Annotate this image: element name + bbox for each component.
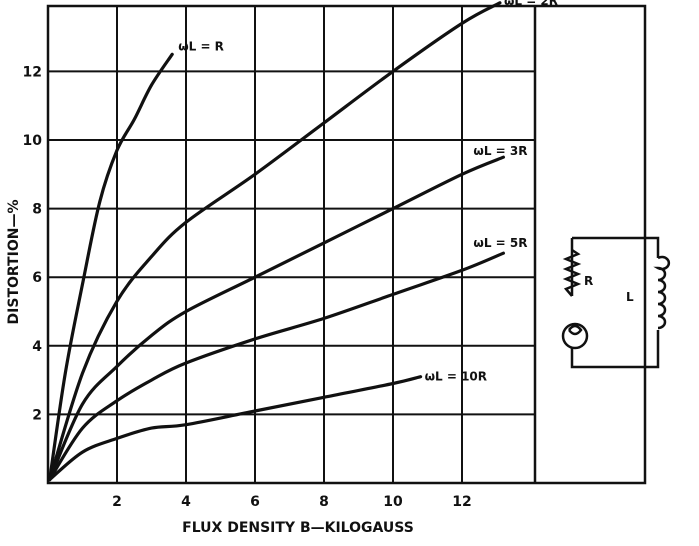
x-axis-label: FLUX DENSITY B—KILOGAUSS: [182, 520, 414, 536]
y-tick-label: 4: [32, 339, 42, 355]
x-tick-label: 8: [319, 494, 329, 510]
series-label: ωL = 2R: [504, 0, 558, 8]
series-group: ωL = R ωL = 2R ωL = 3R ωL = 5R ωL = 10R: [48, 0, 558, 482]
x-tick-label: 12: [452, 494, 471, 510]
x-tick-label: 6: [250, 494, 260, 510]
tick-labels: 2 4 6 8 10 12 2 4 6 8 10 12: [23, 64, 472, 510]
series-label: ωL = 10R: [425, 370, 487, 384]
x-tick-label: 2: [112, 494, 122, 510]
generator-icon: [561, 322, 589, 350]
y-tick-label: 6: [32, 270, 42, 286]
series-line: [48, 251, 505, 482]
plot-frame: [46, 4, 647, 485]
x-tick-label: 10: [383, 494, 403, 510]
series-line: [48, 155, 505, 482]
y-axis-label: DISTORTION—%: [6, 200, 22, 325]
x-tick-label: 4: [181, 494, 191, 510]
series-line: [48, 375, 423, 482]
series-label: ωL = 5R: [473, 236, 527, 250]
resistor-label: R: [584, 274, 593, 288]
generator-symbol: [568, 324, 583, 336]
inductor-icon: [653, 255, 671, 330]
y-tick-label: 2: [32, 407, 42, 423]
series-label: ωL = 3R: [473, 144, 527, 158]
series-label: ωL = R: [178, 39, 224, 53]
inductor-label: L: [626, 290, 634, 304]
circuit-inset: RL: [561, 236, 671, 369]
series-line: [48, 1, 502, 482]
y-tick-label: 12: [23, 64, 42, 80]
series-line: [48, 52, 174, 482]
y-tick-label: 10: [23, 133, 43, 149]
resistor-icon: [562, 248, 582, 297]
y-tick-label: 8: [32, 202, 42, 218]
grid: [46, 4, 647, 485]
